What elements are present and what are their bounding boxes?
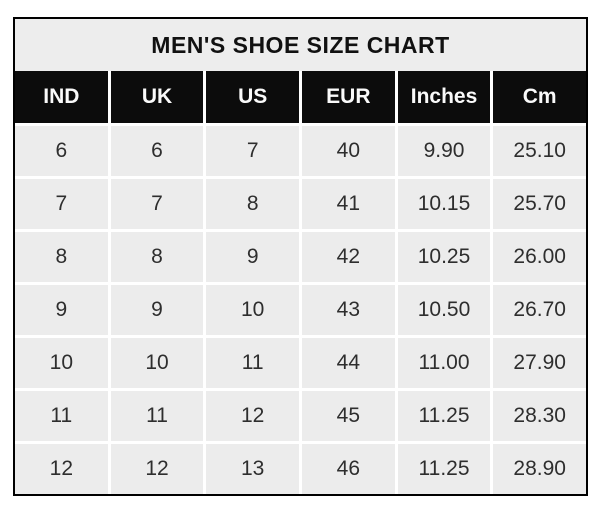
table-cell: 11 — [206, 338, 300, 388]
table-cell: 12 — [15, 444, 108, 494]
table-cell: 11.25 — [397, 391, 491, 441]
table-cell: 13 — [206, 444, 300, 494]
table-cell: 11 — [110, 391, 204, 441]
table-cell: 9 — [110, 285, 204, 335]
table-cell: 10 — [15, 338, 108, 388]
column-header-uk: UK — [110, 71, 204, 123]
table-cell: 7 — [110, 179, 204, 229]
table-row: 6 6 7 40 9.90 25.10 — [15, 126, 587, 176]
table-row: 11 11 12 45 11.25 28.30 — [15, 391, 587, 441]
table-row: 7 7 8 41 10.15 25.70 — [15, 179, 587, 229]
table-cell: 42 — [302, 232, 395, 282]
table-body: 6 6 7 40 9.90 25.10 7 7 8 41 10.15 25.70 8 8 9 42 10.25 2… — [15, 126, 587, 494]
table-cell: 8 — [110, 232, 204, 282]
column-header-inches: Inches — [397, 71, 491, 123]
table-cell: 9 — [15, 285, 108, 335]
table-cell: 11.00 — [397, 338, 491, 388]
table-row: 12 12 13 46 11.25 28.90 — [15, 444, 587, 494]
table-cell: 9.90 — [397, 126, 491, 176]
table-cell: 8 — [15, 232, 108, 282]
table-cell: 10 — [110, 338, 204, 388]
table-cell: 43 — [302, 285, 395, 335]
table-cell: 26.70 — [493, 285, 587, 335]
table-cell: 44 — [302, 338, 395, 388]
table-cell: 41 — [302, 179, 395, 229]
column-header-ind: IND — [15, 71, 108, 123]
table-cell: 11 — [15, 391, 108, 441]
table-cell: 12 — [110, 444, 204, 494]
table-cell: 10.50 — [397, 285, 491, 335]
shoe-size-chart-table: MEN'S SHOE SIZE CHART IND UK US EUR Inches Cm… — [13, 17, 588, 496]
table-cell: 26.00 — [493, 232, 587, 282]
table-row: 9 9 10 43 10.50 26.70 — [15, 285, 587, 335]
table-cell: 28.90 — [493, 444, 587, 494]
table-cell: 45 — [302, 391, 395, 441]
table-cell: 11.25 — [397, 444, 491, 494]
table-cell: 9 — [206, 232, 300, 282]
table-cell: 7 — [15, 179, 108, 229]
table-cell: 10 — [206, 285, 300, 335]
table-cell: 46 — [302, 444, 395, 494]
table-header-row: IND UK US EUR Inches Cm — [15, 71, 587, 123]
column-header-us: US — [206, 71, 300, 123]
table-cell: 40 — [302, 126, 395, 176]
table-row: 8 8 9 42 10.25 26.00 — [15, 232, 587, 282]
table-cell: 6 — [110, 126, 204, 176]
table-cell: 10.15 — [397, 179, 491, 229]
table-cell: 28.30 — [493, 391, 587, 441]
table-cell: 27.90 — [493, 338, 587, 388]
column-header-eur: EUR — [302, 71, 395, 123]
table-cell: 10.25 — [397, 232, 491, 282]
column-header-cm: Cm — [493, 71, 587, 123]
table-cell: 6 — [15, 126, 108, 176]
table-row: 10 10 11 44 11.00 27.90 — [15, 338, 587, 388]
chart-title: MEN'S SHOE SIZE CHART — [15, 19, 586, 71]
table-cell: 25.70 — [493, 179, 587, 229]
table-cell: 8 — [206, 179, 300, 229]
table-cell: 25.10 — [493, 126, 587, 176]
table-cell: 7 — [206, 126, 300, 176]
table-cell: 12 — [206, 391, 300, 441]
